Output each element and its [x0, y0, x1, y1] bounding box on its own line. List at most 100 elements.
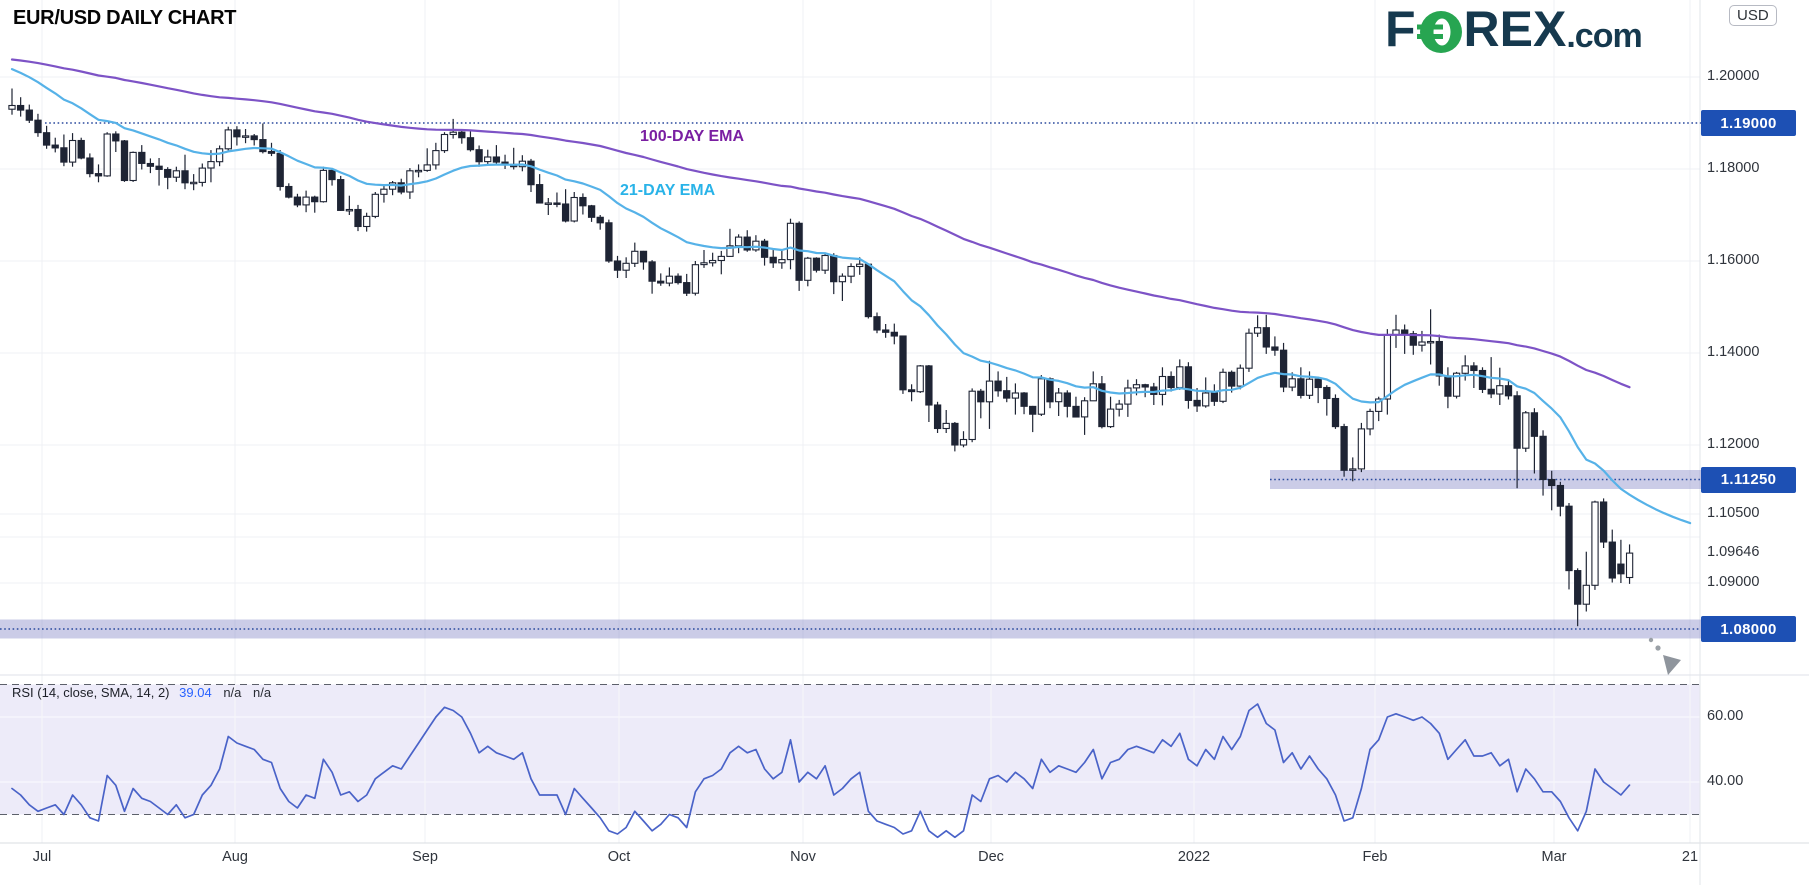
candle: [34, 119, 42, 134]
candle: [830, 254, 838, 283]
candle: [233, 129, 241, 138]
candle: [1193, 399, 1201, 407]
candle: [164, 168, 172, 178]
rsi-line: [11, 703, 1631, 839]
currency-selector-button[interactable]: USD: [1729, 5, 1777, 26]
candle: [674, 275, 682, 284]
candle: [639, 250, 648, 263]
candle: [1409, 333, 1417, 346]
logo-o-euro-icon: [1414, 9, 1463, 59]
candle: [42, 132, 51, 146]
candle: [657, 280, 665, 284]
logo-text-f: F: [1385, 1, 1416, 57]
candle: [484, 156, 492, 163]
candle: [207, 161, 215, 169]
candle: [1262, 327, 1270, 348]
candle: [1513, 395, 1521, 449]
candle: [25, 109, 33, 121]
candle: [1063, 392, 1071, 407]
candle: [466, 137, 475, 151]
candle: [112, 133, 120, 142]
candle: [527, 160, 535, 186]
candle: [423, 164, 431, 171]
candle: [899, 335, 907, 391]
candle: [1202, 392, 1210, 407]
price-tick-label: 1.14000: [1707, 344, 1760, 360]
candle: [354, 208, 362, 228]
candle: [328, 169, 336, 181]
candle: [440, 133, 449, 152]
rsi-tick-label: 40.00: [1707, 773, 1744, 789]
candle: [414, 169, 423, 173]
candle: [276, 152, 284, 188]
candle: [1556, 484, 1565, 507]
candle: [1357, 428, 1366, 470]
candle: [561, 203, 570, 222]
candle: [1106, 408, 1115, 428]
time-tick-label: Sep: [412, 849, 438, 865]
candle: [821, 254, 829, 271]
candle: [345, 208, 354, 212]
candle: [743, 236, 751, 251]
candle: [570, 196, 578, 222]
candle: [1158, 375, 1167, 395]
ema100-annotation-label: 100-DAY EMA: [640, 128, 745, 145]
candle: [1271, 346, 1279, 351]
ema21-line: [10, 67, 1692, 525]
candle: [587, 205, 596, 218]
candle: [925, 365, 933, 406]
candle: [138, 151, 146, 164]
candle: [665, 275, 674, 284]
rsi-indicator-name: RSI (14, close, SMA, 14, 2): [12, 685, 170, 700]
candle: [120, 140, 129, 182]
candle: [1496, 385, 1504, 395]
candle: [1574, 570, 1582, 605]
candle: [371, 193, 379, 217]
price-tick-label: 1.10500: [1707, 505, 1760, 521]
candle: [94, 173, 103, 177]
candle: [1539, 435, 1547, 481]
candle: [1245, 332, 1253, 369]
candle: [267, 150, 276, 154]
candle: [1444, 375, 1452, 397]
candle: [51, 144, 59, 149]
candle: [1046, 378, 1054, 403]
candle: [1340, 426, 1348, 471]
candle: [1011, 392, 1020, 399]
candle: [535, 184, 544, 204]
candle: [1608, 541, 1616, 579]
candle: [337, 179, 345, 211]
candle: [215, 148, 224, 163]
candle: [1625, 552, 1634, 579]
candle: [1435, 340, 1443, 377]
price-tick-label: 1.20000: [1707, 68, 1760, 84]
candle: [778, 259, 786, 264]
candle: [1228, 371, 1236, 387]
candle: [1599, 501, 1608, 543]
candle: [691, 264, 700, 294]
candle: [1452, 372, 1461, 397]
candle: [1522, 412, 1530, 449]
candle: [1565, 505, 1573, 572]
candle: [1487, 388, 1495, 395]
candle: [241, 135, 250, 138]
candle: [959, 438, 968, 446]
candle: [579, 196, 587, 207]
candle: [613, 260, 622, 271]
candle: [1132, 384, 1141, 389]
candle: [596, 216, 604, 224]
time-tick-label: Dec: [978, 849, 1004, 865]
candle: [449, 131, 457, 136]
candle: [933, 404, 942, 430]
candle: [1375, 398, 1383, 412]
candle: [86, 157, 94, 175]
rsi-current-value: 39.04: [179, 685, 212, 700]
logo-text-rex: REX: [1463, 1, 1567, 57]
price-tick-label: 1.12000: [1707, 436, 1760, 452]
candle: [760, 240, 769, 258]
candle: [293, 196, 302, 206]
support-resistance-band: [0, 619, 1702, 639]
candle: [1366, 410, 1374, 430]
candle: [847, 265, 855, 277]
